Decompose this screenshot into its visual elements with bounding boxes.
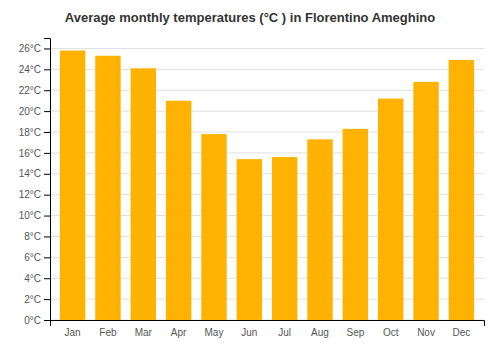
y-tick-label: 22°C — [19, 85, 41, 96]
y-tick-label: 24°C — [19, 64, 41, 75]
y-tick-label: 2°C — [24, 294, 41, 305]
x-tick: Dec — [452, 327, 470, 338]
y-axis-line — [44, 39, 51, 321]
y-tick-label: 12°C — [19, 189, 41, 200]
y-tick: 8°C — [24, 231, 50, 242]
x-tick: Feb — [99, 327, 117, 338]
plot: 0°C 2°C 4°C 6°C 8°C 10°C 12°C 14°C 16°C 18°C 20°C 2… — [19, 39, 485, 339]
x-tick: Apr — [171, 327, 187, 338]
y-tick-mark — [44, 257, 50, 258]
y-tick: 24°C — [19, 64, 50, 75]
y-tick-mark — [44, 48, 50, 49]
y-tick: 0°C — [24, 315, 50, 326]
grid — [50, 48, 484, 320]
x-tick: Mar — [135, 327, 153, 338]
x-tick: Jun — [241, 327, 257, 338]
y-tick: 20°C — [19, 106, 50, 117]
x-tick: Nov — [417, 327, 435, 338]
y-tick: 2°C — [24, 294, 50, 305]
y-tick-label: 0°C — [24, 315, 41, 326]
y-tick: 14°C — [19, 168, 50, 179]
x-tick-label: Jan — [65, 327, 81, 338]
bar — [449, 60, 474, 320]
x-tick-label: Aug — [311, 327, 329, 338]
x-tick: Jul — [278, 327, 291, 338]
x-tick-label: Jul — [278, 327, 291, 338]
y-tick-mark — [44, 153, 50, 154]
y-tick-mark — [44, 278, 50, 279]
x-tick-label: Apr — [171, 327, 187, 338]
y-tick-label: 10°C — [19, 210, 41, 221]
x-tick: May — [205, 327, 224, 338]
grid-line — [50, 48, 484, 49]
y-tick-label: 18°C — [19, 127, 41, 138]
y-tick: 16°C — [19, 148, 50, 159]
chart: 0°C 2°C 4°C 6°C 8°C 10°C 12°C 14°C 16°C 18°C 20°C 2… — [0, 0, 500, 350]
x-tick-label: Mar — [135, 327, 153, 338]
y-tick-label: 16°C — [19, 148, 41, 159]
y-tick-label: 8°C — [24, 231, 41, 242]
x-tick-label: Jun — [241, 327, 257, 338]
x-tick-label: Sep — [346, 327, 364, 338]
x-axis: Jan Feb Mar Apr May Jun Jul Aug Sep Oct Nov Dec — [51, 321, 485, 339]
y-tick-label: 4°C — [24, 273, 41, 284]
y-tick: 10°C — [19, 210, 50, 221]
y-tick: 22°C — [19, 85, 50, 96]
bar — [272, 157, 297, 320]
y-tick-label: 26°C — [19, 43, 41, 54]
y-tick: 6°C — [24, 252, 50, 263]
bars — [60, 51, 474, 320]
bar — [343, 129, 368, 320]
x-tick-label: May — [205, 327, 224, 338]
y-tick: 26°C — [19, 43, 50, 54]
x-tick: Sep — [346, 327, 364, 338]
y-tick-mark — [44, 132, 50, 133]
y-tick-mark — [44, 236, 50, 237]
y-tick: 12°C — [19, 189, 50, 200]
y-tick-mark — [44, 111, 50, 112]
x-tick: Oct — [383, 327, 399, 338]
bar — [166, 101, 191, 320]
y-tick-mark — [44, 299, 50, 300]
y-tick-mark — [44, 195, 50, 196]
x-tick-label: Oct — [383, 327, 399, 338]
y-tick-mark — [44, 320, 50, 321]
y-axis: 0°C 2°C 4°C 6°C 8°C 10°C 12°C 14°C 16°C 18°C 20°C 2… — [19, 39, 51, 326]
y-tick: 4°C — [24, 273, 50, 284]
bar — [307, 139, 332, 320]
y-tick-label: 14°C — [19, 168, 41, 179]
y-tick: 18°C — [19, 127, 50, 138]
x-tick-label: Nov — [417, 327, 435, 338]
bar — [413, 82, 438, 320]
bar — [237, 159, 262, 320]
y-tick-mark — [44, 69, 50, 70]
x-tick: Aug — [311, 327, 329, 338]
x-tick-label: Feb — [99, 327, 117, 338]
bar — [131, 68, 156, 320]
title: Average monthly temperatures (°C ) in Fl… — [65, 10, 436, 25]
bar — [378, 99, 403, 320]
bar — [60, 51, 85, 320]
y-tick-mark — [44, 174, 50, 175]
x-tick: Jan — [65, 327, 81, 338]
bar — [95, 56, 120, 320]
y-tick-mark — [44, 216, 50, 217]
y-tick-label: 20°C — [19, 106, 41, 117]
y-tick-label: 6°C — [24, 252, 41, 263]
x-tick-label: Dec — [452, 327, 470, 338]
y-tick-mark — [44, 90, 50, 91]
bar — [201, 134, 226, 320]
x-axis-line — [51, 321, 485, 327]
